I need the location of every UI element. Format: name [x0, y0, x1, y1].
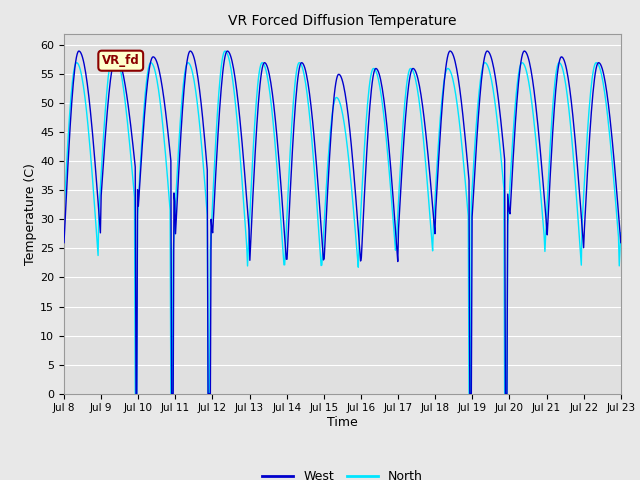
Title: VR Forced Diffusion Temperature: VR Forced Diffusion Temperature — [228, 14, 457, 28]
Text: VR_fd: VR_fd — [102, 54, 140, 67]
Legend: West, North: West, North — [257, 465, 428, 480]
Y-axis label: Temperature (C): Temperature (C) — [24, 163, 37, 264]
X-axis label: Time: Time — [327, 416, 358, 429]
